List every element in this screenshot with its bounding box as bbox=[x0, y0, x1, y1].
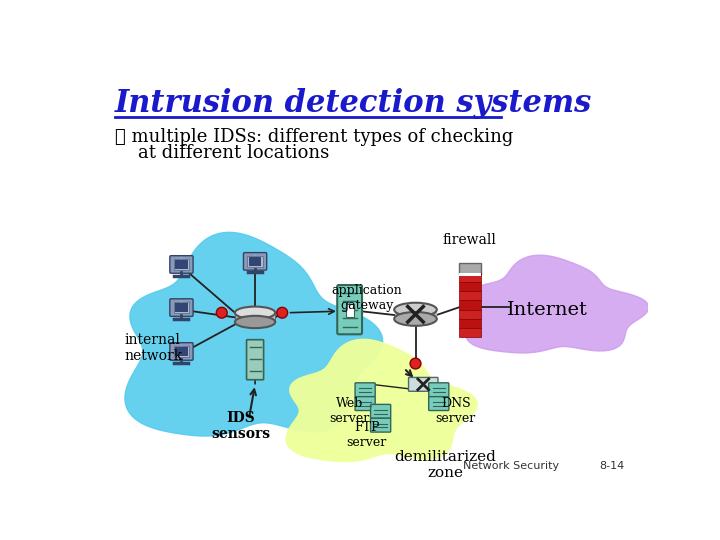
Ellipse shape bbox=[235, 316, 275, 328]
FancyBboxPatch shape bbox=[459, 264, 481, 274]
FancyBboxPatch shape bbox=[459, 291, 481, 300]
FancyBboxPatch shape bbox=[174, 346, 189, 357]
FancyBboxPatch shape bbox=[395, 309, 437, 319]
FancyBboxPatch shape bbox=[355, 383, 375, 397]
Ellipse shape bbox=[394, 312, 437, 326]
Circle shape bbox=[181, 257, 182, 259]
Polygon shape bbox=[125, 232, 382, 436]
Text: Intrusion detection systems: Intrusion detection systems bbox=[114, 88, 592, 119]
FancyBboxPatch shape bbox=[175, 347, 188, 356]
FancyBboxPatch shape bbox=[249, 257, 261, 266]
FancyBboxPatch shape bbox=[371, 418, 391, 432]
Circle shape bbox=[276, 307, 287, 318]
Text: DNS
server: DNS server bbox=[436, 397, 476, 426]
FancyBboxPatch shape bbox=[459, 309, 481, 319]
FancyBboxPatch shape bbox=[408, 377, 438, 392]
FancyBboxPatch shape bbox=[170, 299, 193, 316]
FancyBboxPatch shape bbox=[459, 328, 481, 338]
FancyBboxPatch shape bbox=[246, 340, 264, 380]
Text: internal
network: internal network bbox=[125, 333, 183, 363]
FancyBboxPatch shape bbox=[355, 397, 375, 410]
Text: IDS
sensors: IDS sensors bbox=[212, 411, 271, 442]
Text: at different locations: at different locations bbox=[114, 144, 329, 162]
FancyBboxPatch shape bbox=[459, 300, 481, 309]
Ellipse shape bbox=[235, 307, 275, 319]
Text: FTP
server: FTP server bbox=[346, 421, 387, 449]
FancyBboxPatch shape bbox=[371, 404, 391, 418]
FancyBboxPatch shape bbox=[175, 303, 188, 312]
Text: application
gateway: application gateway bbox=[331, 284, 402, 312]
Circle shape bbox=[216, 307, 228, 318]
Text: Network Security: Network Security bbox=[463, 461, 559, 471]
Circle shape bbox=[181, 345, 182, 346]
FancyBboxPatch shape bbox=[170, 343, 193, 360]
Circle shape bbox=[254, 254, 256, 256]
FancyBboxPatch shape bbox=[428, 397, 449, 410]
Text: demilitarized
zone: demilitarized zone bbox=[394, 450, 496, 480]
FancyBboxPatch shape bbox=[243, 253, 266, 270]
FancyBboxPatch shape bbox=[174, 302, 189, 313]
FancyBboxPatch shape bbox=[459, 319, 481, 328]
FancyBboxPatch shape bbox=[459, 273, 481, 282]
FancyBboxPatch shape bbox=[174, 259, 189, 270]
Text: firewall: firewall bbox=[443, 233, 497, 247]
FancyBboxPatch shape bbox=[459, 282, 481, 291]
Ellipse shape bbox=[394, 303, 437, 316]
Text: Internet: Internet bbox=[507, 301, 588, 319]
FancyBboxPatch shape bbox=[337, 285, 362, 334]
FancyBboxPatch shape bbox=[248, 256, 263, 267]
FancyBboxPatch shape bbox=[459, 273, 481, 276]
FancyBboxPatch shape bbox=[175, 260, 188, 269]
Text: 8-14: 8-14 bbox=[600, 461, 625, 471]
Text: ❖ multiple IDSs: different types of checking: ❖ multiple IDSs: different types of chec… bbox=[114, 128, 513, 146]
FancyBboxPatch shape bbox=[235, 313, 275, 322]
Circle shape bbox=[410, 358, 421, 369]
FancyBboxPatch shape bbox=[428, 383, 449, 397]
FancyBboxPatch shape bbox=[170, 255, 193, 273]
Polygon shape bbox=[466, 255, 649, 353]
Polygon shape bbox=[286, 339, 477, 462]
Circle shape bbox=[181, 300, 182, 302]
Text: Web
server: Web server bbox=[330, 397, 370, 426]
FancyBboxPatch shape bbox=[346, 303, 354, 318]
